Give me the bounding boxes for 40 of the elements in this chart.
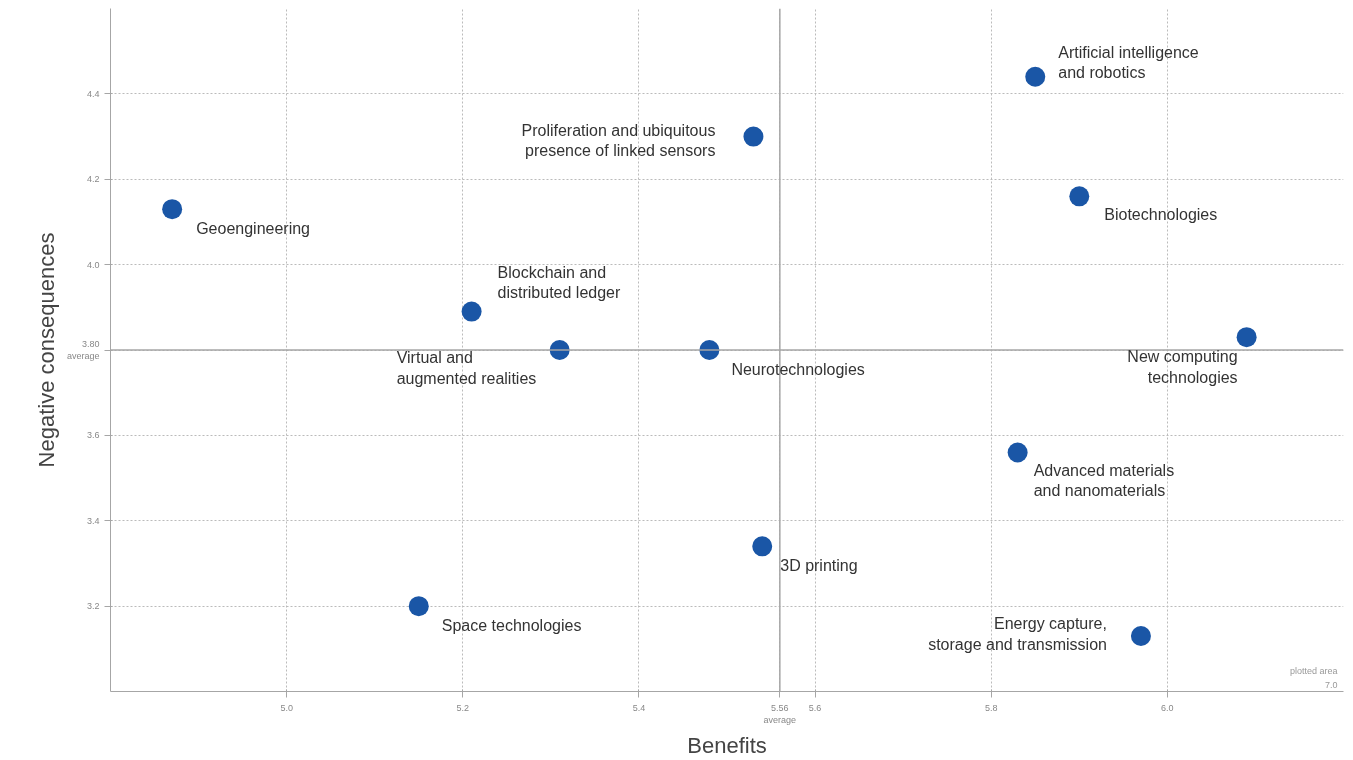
x-tick-label: 5.8 [984,702,998,713]
y-tick-label: 4.4 [86,88,100,99]
point [408,596,429,617]
annotation: New computing technologies [1127,348,1238,386]
y-tick-label: 4.2 [86,174,100,185]
x-axis-title: Benefits [687,732,767,758]
point [1130,626,1151,646]
y-tick-label: 4.0 [86,259,100,270]
x-tick-label: 5.6 [808,702,822,713]
x-tick-label: 5.0 [280,702,293,713]
point [461,301,482,322]
annotation: Proliferation and ubiquitous presence of linked sensors [521,121,716,160]
y-tick-label: 3.2 [86,601,100,612]
point [752,536,773,557]
x-tick-label: 5.4 [632,702,646,713]
y-tick-label: 3.6 [86,430,100,441]
annotation: Blockchain and distributed ledger [497,263,622,302]
point [1025,66,1046,87]
annotation: Neurotechnologies [731,360,865,378]
annotation: Advanced materials and nanomaterials [1033,461,1175,500]
annotation: 7.0 [1324,679,1338,690]
annotation: Geoengineering [196,219,311,237]
x-tick-label: 6.0 [1161,702,1174,713]
annotation: Energy capture, storage and transmission [928,615,1107,653]
annotation: Artificial intelligence and robotics [1058,44,1199,82]
annotation: Space technologies [441,616,582,634]
y-axis-title: Negative consequences [33,232,59,468]
annotation: 3D printing [780,556,858,574]
x-tick-label: 5.2 [456,702,470,713]
y-tick-label: 3.4 [86,515,100,526]
point [1236,327,1257,348]
annotation: Biotechnologies [1104,205,1218,223]
ref-line-label: 3.80 average [66,339,100,361]
point [162,199,183,220]
point [1007,442,1028,463]
annotation: plotted area [1289,665,1338,676]
annotation: Virtual and augmented realities [396,349,537,387]
point [1069,186,1090,207]
point [743,126,764,147]
ref-line-label: 5.56 average [763,702,797,725]
